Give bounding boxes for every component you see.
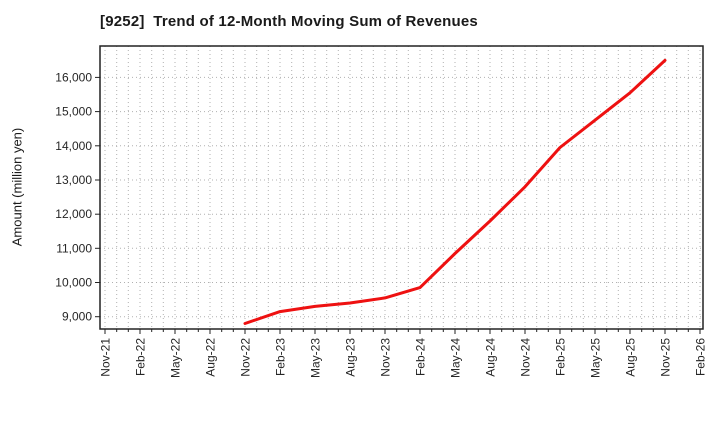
y-tick-label: 13,000 (55, 173, 92, 187)
x-tick-label: Aug-25 (624, 338, 638, 377)
x-tick-label: Feb-23 (274, 338, 288, 376)
x-tick-label: Aug-22 (204, 338, 218, 377)
x-tick-label: May-24 (449, 338, 463, 378)
x-tick-label: Feb-22 (134, 338, 148, 376)
x-tick-label: May-25 (589, 338, 603, 378)
x-tick-label: May-22 (169, 338, 183, 378)
x-tick-label: Nov-21 (99, 338, 113, 377)
plot-border (99, 45, 704, 330)
x-tick-label: May-23 (309, 338, 323, 378)
x-tick-label: Feb-24 (414, 338, 428, 376)
y-tick-label: 11,000 (56, 241, 92, 255)
y-tick-label: 12,000 (55, 207, 92, 221)
revenue-line (243, 58, 667, 325)
y-tick-label: 16,000 (55, 70, 92, 84)
y-tick-label: 10,000 (55, 276, 92, 290)
y-tick-label: 14,000 (55, 139, 92, 153)
x-tick-label: Aug-23 (344, 338, 358, 377)
x-tick-label: Nov-22 (239, 338, 253, 377)
x-tick-label: Feb-26 (694, 338, 708, 376)
x-tick-label: Aug-24 (484, 338, 498, 377)
y-tick-label: 9,000 (62, 310, 92, 324)
y-tick-label: 15,000 (55, 105, 92, 119)
x-tick-label: Feb-25 (554, 338, 568, 376)
x-tick-label: Nov-25 (659, 338, 673, 377)
chart-title: [9252] Trend of 12-Month Moving Sum of R… (100, 13, 478, 30)
x-tick-label: Nov-23 (379, 338, 393, 377)
x-tick-label: Nov-24 (519, 338, 533, 377)
